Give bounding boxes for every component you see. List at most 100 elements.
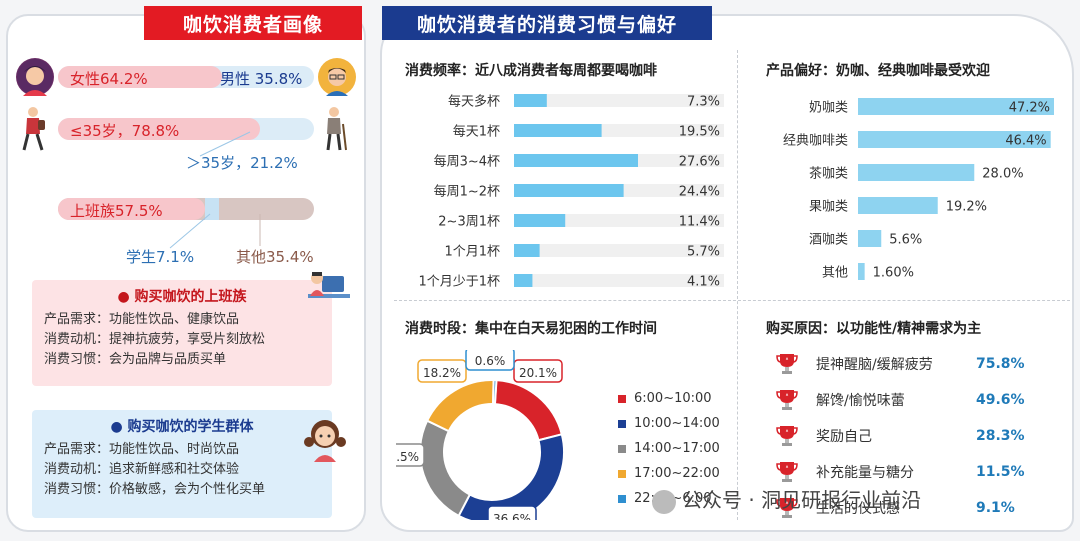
bar-category-label: 1个月1杯 [444, 245, 500, 260]
elder-walking-icon [326, 107, 347, 151]
profile-banner-title: 咖饮消费者画像 [144, 6, 362, 40]
frequency-bar-chart: 每天多杯 7.3% 每天1杯 19.5% 每周3~4杯 27.6% 每周1~2杯 24.4% 2… [418, 94, 724, 290]
young-person-walking-icon [22, 107, 45, 151]
legend-item: 6:00~10:00 [618, 386, 720, 411]
reason-label: 奖励自己 [816, 429, 872, 445]
office-habit-line: 消费习惯：会为品牌与品质买单 [44, 352, 227, 367]
bar-track [858, 230, 1054, 247]
bar-果咖类 [858, 197, 938, 214]
reason-row: 解馋/愉悦味蕾 49.6% [776, 388, 1025, 412]
donut-label-box [487, 505, 537, 520]
bar-track [514, 274, 724, 287]
reason-row: 奖励自己 28.3% [776, 424, 1025, 448]
office-worker-info-box: ● 购买咖饮的上班族 产品需求：功能性饮品、健康饮品 消费动机：提神抗疲劳，享受… [32, 280, 332, 386]
section-divider-vertical [737, 50, 738, 520]
legend-item: 17:00~22:00 [618, 461, 720, 486]
male-avatar-icon [318, 58, 356, 96]
student-need-line: 产品需求：功能性饮品、时尚饮品 [44, 442, 240, 457]
trophy-icon [776, 462, 798, 482]
bar-value-label: 28.0% [982, 167, 1023, 182]
bar-value-label: 47.2% [1009, 101, 1050, 116]
preference-bar-chart: 奶咖类 47.2% 经典咖啡类 46.4% 茶咖类 28.0% 果咖类 19.2% 酒咖类 5.6… [783, 98, 1054, 281]
bar-每周1~2杯 [514, 184, 624, 197]
bar-value-label: 5.7% [687, 245, 720, 260]
legend-item: 14:00~17:00 [618, 436, 720, 461]
donut-value-label: 18.2% [423, 366, 461, 380]
watermark-text: 公众号 · 洞见研报行业前沿 [652, 484, 921, 514]
office-worker-illustration-icon [308, 272, 350, 298]
donut-slice-22:00~6:00 [492, 378, 498, 406]
bar-value-label: 24.4% [679, 185, 720, 200]
purchase-reason-title: 购买原因：以功能性/精神需求为主 [766, 321, 982, 337]
trophy-icon [776, 354, 798, 374]
donut-slice-17:00~22:00 [425, 379, 495, 433]
bar-value-label: 46.4% [1005, 134, 1046, 149]
bar-category-label: 奶咖类 [809, 101, 848, 116]
legend-swatch [618, 419, 626, 428]
student-share-bar [205, 198, 219, 220]
bar-每周3~4杯 [514, 154, 638, 167]
bar-1个月1杯 [514, 244, 540, 257]
bar-category-label: 每天多杯 [448, 94, 500, 110]
timeslot-donut-chart: 20.1% 36.6% 24.5% 18.2% 0.6% [396, 350, 565, 520]
reason-row: 生活的仪式感 9.1% [776, 496, 1015, 520]
reason-value: 9.1% [976, 500, 1015, 516]
student-share-label: 学生7.1% [126, 248, 195, 266]
bar-每天1杯 [514, 124, 602, 137]
donut-value-label: 36.6% [493, 512, 531, 520]
bar-category-label: 茶咖类 [809, 166, 848, 182]
other-share-label: 其他35.4% [236, 248, 314, 266]
section-divider-horizontal [394, 300, 1070, 301]
reason-label: 提神醒脑/缓解疲劳 [816, 357, 933, 373]
legend-label: 17:00~22:00 [634, 466, 720, 481]
legend-swatch [618, 469, 626, 478]
legend-item: 10:00~14:00 [618, 411, 720, 436]
office-need-line: 产品需求：功能性饮品、健康饮品 [44, 312, 240, 327]
reason-value: 75.8% [976, 356, 1025, 372]
legend-label: 10:00~14:00 [634, 416, 720, 431]
bar-1个月少于1杯 [514, 274, 533, 287]
bar-value-label: 4.1% [687, 275, 720, 290]
donut-label-box [417, 359, 467, 383]
office-motive-line: 消费动机：提神抗疲劳，享受片刻放松 [44, 332, 266, 347]
bar-category-label: 每周3~4杯 [434, 154, 500, 170]
donut-label-box [396, 443, 425, 467]
donut-label-box [513, 359, 563, 383]
reason-value: 11.5% [976, 464, 1025, 480]
office-worker-share-label: 上班族57.5% [70, 202, 163, 220]
bar-track [514, 214, 724, 227]
bar-茶咖类 [858, 164, 975, 181]
legend-swatch [618, 444, 626, 453]
donut-value-label: 24.5% [396, 450, 419, 464]
student-girl-illustration-icon [304, 420, 346, 462]
bar-category-label: 其他 [822, 266, 848, 281]
bar-value-label: 7.3% [687, 95, 720, 110]
office-worker-share-bar [58, 198, 206, 220]
legend-swatch [618, 394, 626, 403]
bar-track [514, 244, 724, 257]
reason-label: 解馋/愉悦味蕾 [816, 393, 905, 409]
bar-value-label: 19.5% [679, 125, 720, 140]
preference-chart-title: 产品偏好：奶咖、经典咖啡最受欢迎 [766, 63, 990, 79]
bar-value-label: 27.6% [679, 155, 720, 170]
bar-track [514, 94, 724, 107]
bar-category-label: 酒咖类 [809, 233, 848, 248]
reason-row: 提神醒脑/缓解疲劳 75.8% [776, 352, 1025, 376]
bar-奶咖类 [858, 98, 1054, 115]
young-share-bar [58, 118, 260, 140]
timeslot-chart-title: 消费时段：集中在白天易犯困的工作时间 [405, 321, 657, 337]
bar-category-label: 1个月少于1杯 [418, 275, 500, 290]
bar-category-label: 每周1~2杯 [434, 184, 500, 200]
male-share-label: 男性 35.8% [220, 70, 303, 88]
reason-row: 补充能量与糖分 11.5% [776, 460, 1025, 484]
legend-swatch [618, 494, 626, 503]
female-share-bar [58, 66, 223, 88]
bar-其他 [858, 263, 865, 280]
age-pointer-line [199, 131, 251, 157]
student-info-box: ● 购买咖饮的学生群体 产品需求：功能性饮品、时尚饮品 消费动机：追求新鲜感和社… [32, 410, 332, 518]
frequency-chart-title: 消费频率：近八成消费者每周都要喝咖啡 [405, 63, 657, 79]
wechat-icon [652, 489, 676, 514]
reason-value: 49.6% [976, 392, 1025, 408]
female-share-label: 女性64.2% [70, 70, 148, 88]
legend-label: 14:00~17:00 [634, 441, 720, 456]
